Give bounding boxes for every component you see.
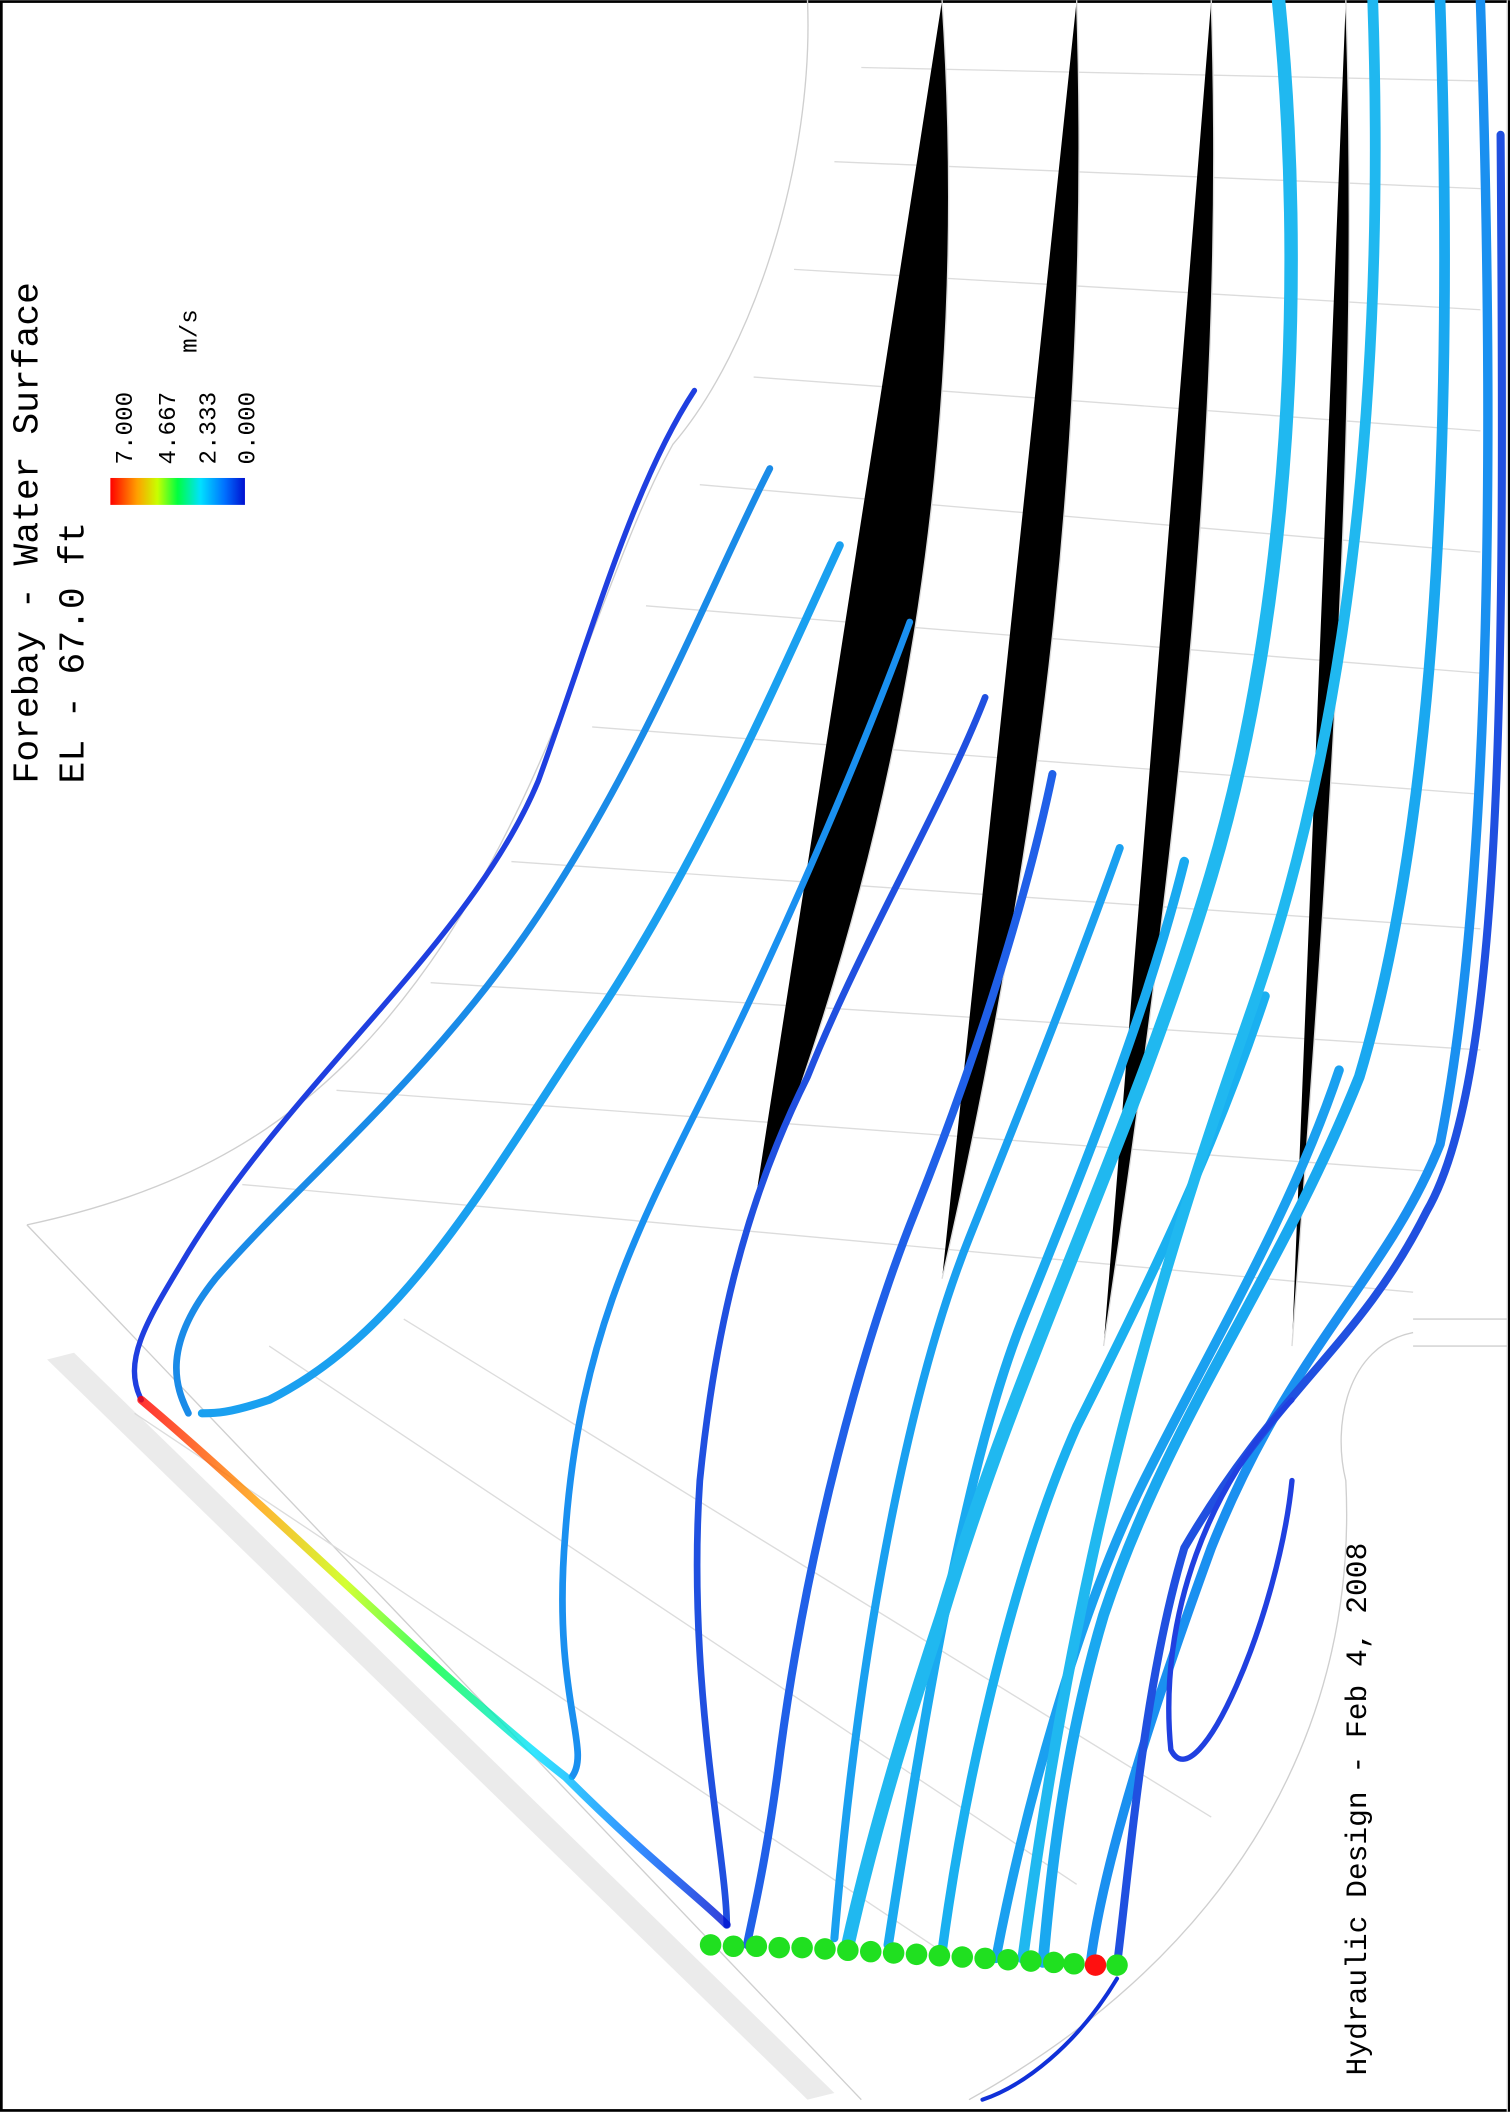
title: Forebay - Water Surface EL - 67.0 ft <box>8 282 95 783</box>
legend-label: 7.000 <box>113 392 140 465</box>
title-line: Forebay - Water Surface <box>8 282 49 783</box>
streamlines <box>131 0 1506 2102</box>
colorbar <box>110 477 245 505</box>
legend-label: 0.000 <box>235 392 262 465</box>
pier-blocks <box>47 1352 835 2100</box>
intake-line <box>137 1395 1128 1976</box>
legend-label: 4.667 <box>156 392 183 465</box>
title-line: EL - 67.0 ft <box>53 522 94 784</box>
footer: Hydraulic Design - Feb 4, 2008 <box>1341 1543 1375 2076</box>
legend: 7.000 4.667 2.333 0.000 m/s <box>110 309 262 505</box>
legend-label: 2.333 <box>196 392 223 465</box>
legend-unit: m/s <box>177 309 204 353</box>
